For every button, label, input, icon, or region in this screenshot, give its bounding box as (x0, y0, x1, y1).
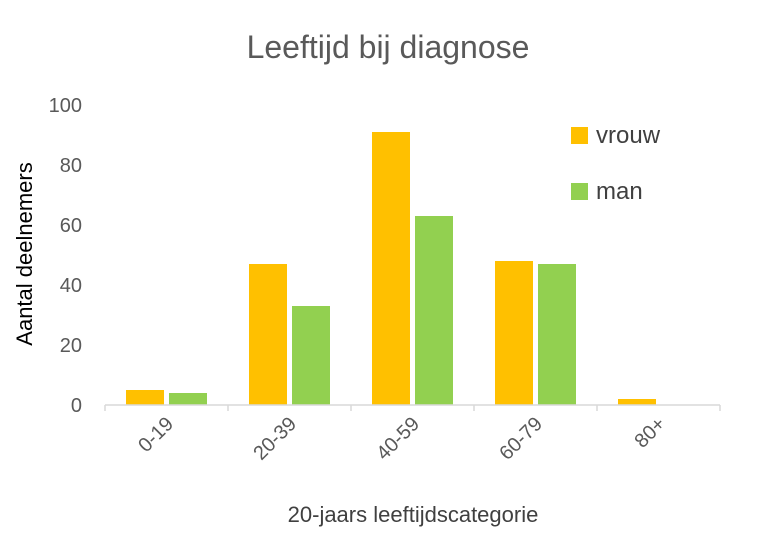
bar-man-40-59 (415, 216, 453, 405)
bar-vrouw-40-59 (372, 132, 410, 405)
chart-title: Leeftijd bij diagnose (247, 29, 530, 65)
x-tick-label: 40-59 (372, 413, 424, 465)
y-tick-label: 20 (60, 335, 82, 357)
legend-label-man: man (596, 178, 643, 205)
bar-vrouw-0-19 (126, 390, 164, 405)
x-tick-label: 20-39 (249, 413, 301, 465)
y-tick-label: 60 (60, 215, 82, 237)
legend-swatch-man (571, 183, 588, 200)
bar-man-0-19 (169, 393, 207, 405)
x-tick-label: 60-79 (495, 413, 547, 465)
legend-label-vrouw: vrouw (596, 122, 661, 149)
y-tick-label: 0 (71, 395, 82, 417)
y-tick-label: 80 (60, 155, 82, 177)
x-tick-label: 80+ (630, 413, 670, 453)
y-tick-labels: 0 20 40 60 80 100 (49, 95, 82, 417)
bar-vrouw-20-39 (249, 264, 287, 405)
legend-swatch-vrouw (571, 127, 588, 144)
x-axis (104, 404, 721, 411)
bar-man-20-39 (292, 306, 330, 405)
x-tick-label: 0-19 (134, 413, 178, 457)
legend: vrouw man (571, 122, 661, 205)
bar-vrouw-80+ (618, 399, 656, 405)
bar-vrouw-60-79 (495, 261, 533, 405)
y-tick-label: 100 (49, 95, 82, 117)
y-tick-label: 40 (60, 275, 82, 297)
bars (126, 132, 656, 405)
y-axis-label: Aantal deelnemers (12, 162, 37, 345)
x-tick-labels: 0-19 20-39 40-59 60-79 80+ (134, 413, 670, 465)
x-axis-label: 20-jaars leeftijdscategorie (288, 502, 539, 527)
bar-man-60-79 (538, 264, 576, 405)
